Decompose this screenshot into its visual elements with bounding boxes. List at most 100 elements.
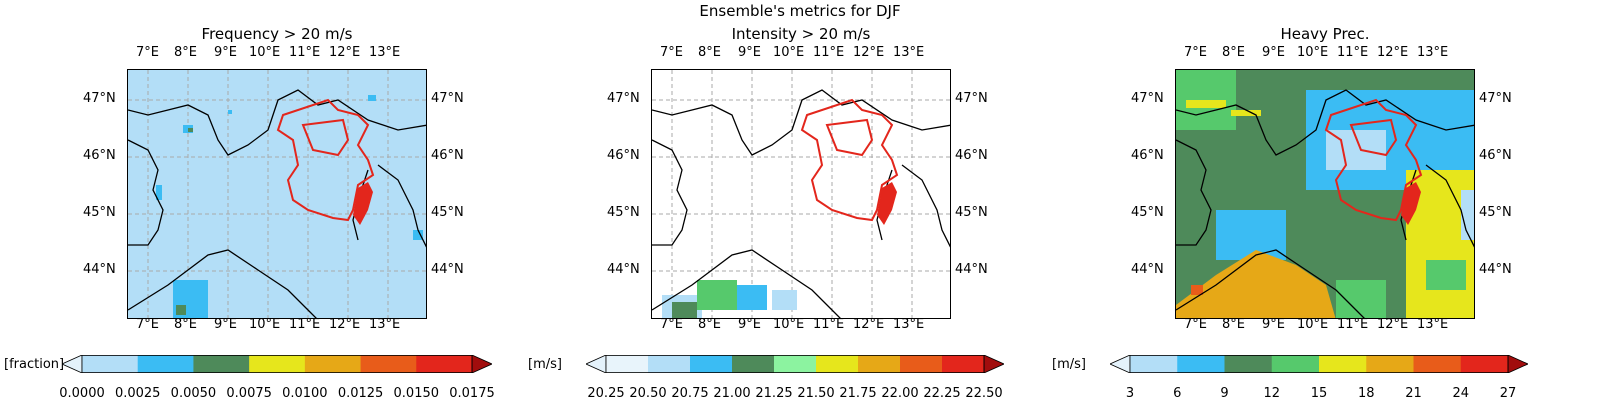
lon-tick-bottom: 10°E	[773, 317, 805, 332]
lagoon-mark	[1401, 182, 1421, 225]
colorbar-segment	[774, 355, 817, 373]
colorbar-label: [m/s]	[528, 357, 562, 372]
colorbar-extend-high	[1507, 355, 1528, 373]
map-svg	[1176, 70, 1474, 318]
colorbar-intensity	[586, 355, 1004, 373]
colorbar-frequency	[62, 355, 492, 373]
colorbar-frame	[81, 355, 473, 373]
lon-tick-top: 13°E	[369, 45, 401, 60]
panel-heavy-prec: Heavy Prec.	[1118, 0, 1558, 400]
lat-tick-left: 47°N	[607, 91, 640, 106]
colorbar-tick-label: 27	[1499, 386, 1517, 401]
subregion-outline	[825, 118, 874, 157]
colorbar-label: [m/s]	[1052, 357, 1086, 372]
lon-tick-top: 9°E	[1262, 45, 1285, 60]
colorbar-tick-label: 3	[1125, 386, 1135, 401]
lat-tick-right: 45°N	[955, 205, 988, 220]
map-frequency	[127, 69, 427, 319]
colorbar-tick-label: 20.75	[671, 386, 709, 401]
colorbar-extend-low	[1110, 355, 1131, 373]
colorbar-segment	[1224, 355, 1273, 373]
colorbar-tick-label: 22.50	[965, 386, 1003, 401]
lon-tick-top: 10°E	[773, 45, 805, 60]
subregion-outline	[1349, 118, 1398, 157]
lon-tick-top: 12°E	[329, 45, 361, 60]
colorbar-segment	[816, 355, 859, 373]
colorbar-segment	[82, 355, 139, 373]
map-heavy-prec	[1175, 69, 1475, 319]
colorbar-tick-label: 21.25	[755, 386, 793, 401]
lat-tick-left: 45°N	[607, 205, 640, 220]
lon-tick-bottom: 7°E	[660, 317, 683, 332]
colorbar-segment	[942, 355, 985, 373]
lon-tick-bottom: 7°E	[136, 317, 159, 332]
colorbar-tick-label: 22.25	[923, 386, 961, 401]
colorbar-tick-label: 0.0125	[337, 386, 384, 401]
lat-tick-left: 47°N	[83, 91, 116, 106]
figure-suptitle: Ensemble's metrics for DJF	[699, 2, 901, 20]
field-background	[652, 70, 950, 318]
colorbar-segment	[690, 355, 733, 373]
colorbar-segment	[137, 355, 194, 373]
lon-tick-top: 11°E	[289, 45, 321, 60]
colorbar-segment	[732, 355, 775, 373]
lon-tick-top: 8°E	[698, 45, 721, 60]
colorbar-tick-label: 20.25	[587, 386, 625, 401]
colorbar-tick-label: 21.75	[839, 386, 877, 401]
colorbar-segment	[1460, 355, 1509, 373]
lat-tick-right: 45°N	[431, 205, 464, 220]
lon-tick-bottom: 10°E	[1297, 317, 1329, 332]
field-patches-green	[176, 128, 193, 315]
lon-tick-top: 11°E	[813, 45, 845, 60]
lon-tick-top: 11°E	[1337, 45, 1369, 60]
lon-tick-top: 12°E	[1377, 45, 1409, 60]
lat-tick-left: 46°N	[1131, 148, 1164, 163]
region-outline	[800, 98, 899, 222]
colorbar-tick-label: 21.00	[713, 386, 751, 401]
colorbar-tick-label: 24	[1452, 386, 1470, 401]
colorbar-tick-label: 21.50	[797, 386, 835, 401]
lagoon-mark	[353, 182, 373, 225]
field-patches	[662, 280, 797, 318]
map-svg	[128, 70, 426, 318]
lon-tick-top: 10°E	[1297, 45, 1329, 60]
panel-intensity: Intensity > 20 m/s	[594, 0, 1034, 400]
lat-tick-right: 46°N	[431, 148, 464, 163]
lat-tick-right: 47°N	[1479, 91, 1512, 106]
lat-tick-right: 45°N	[1479, 205, 1512, 220]
region-outline	[1324, 98, 1423, 222]
lat-tick-left: 46°N	[607, 148, 640, 163]
lat-tick-right: 44°N	[1479, 262, 1512, 277]
colorbar-tick-label: 9	[1220, 386, 1229, 401]
lon-tick-bottom: 12°E	[1377, 317, 1409, 332]
field-background	[128, 70, 426, 318]
colorbar-label: [fraction]	[4, 357, 65, 372]
colorbar-tick-label: 6	[1173, 386, 1182, 401]
lon-tick-bottom: 9°E	[214, 317, 237, 332]
lat-tick-left: 45°N	[1131, 205, 1164, 220]
lon-tick-bottom: 10°E	[249, 317, 281, 332]
lat-tick-left: 44°N	[83, 262, 116, 277]
colorbar-segment	[1130, 355, 1178, 373]
region-outline	[276, 98, 375, 222]
field-patches	[1176, 70, 1474, 318]
lat-tick-right: 46°N	[955, 148, 988, 163]
coastline-borders	[652, 89, 950, 318]
colorbar-extend-high	[471, 355, 492, 373]
lon-tick-top: 10°E	[249, 45, 281, 60]
lat-tick-left: 47°N	[1131, 91, 1164, 106]
colorbar-segment	[416, 355, 473, 373]
colorbar-segment	[1366, 355, 1414, 373]
lon-tick-bottom: 12°E	[329, 317, 361, 332]
lon-tick-bottom: 11°E	[813, 317, 845, 332]
colorbar-segment	[1413, 355, 1462, 373]
lon-tick-top: 9°E	[738, 45, 761, 60]
colorbar-segment	[1271, 355, 1320, 373]
lon-tick-bottom: 9°E	[738, 317, 761, 332]
lagoon-mark	[877, 182, 897, 225]
colorbar-tick-label: 0.0050	[170, 386, 217, 401]
colorbar-segment	[900, 355, 943, 373]
lon-tick-bottom: 11°E	[1337, 317, 1369, 332]
lat-tick-right: 44°N	[431, 262, 464, 277]
colorbar-tick-label: 0.0150	[393, 386, 440, 401]
